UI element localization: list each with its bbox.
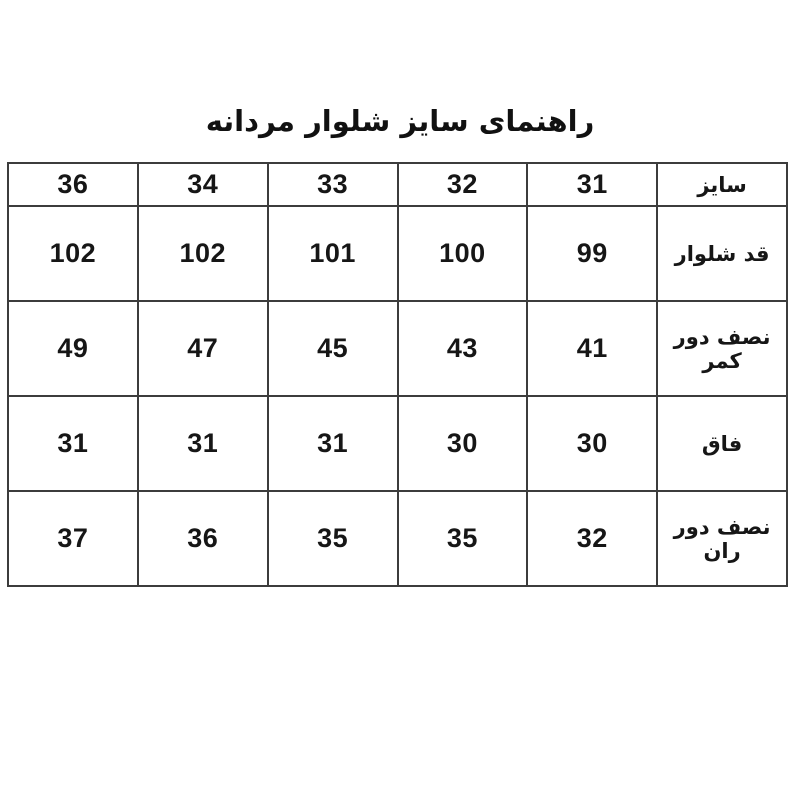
cell-pants-length-31: 99	[526, 205, 659, 302]
cell-half-waist-32: 43	[396, 300, 529, 397]
cell-pants-length-33: 101	[266, 205, 399, 302]
cell-half-waist-36: 49	[7, 300, 139, 397]
header-cell-size-33: 33	[266, 162, 399, 207]
cell-pants-length-36: 102	[7, 205, 139, 302]
header-cell-size-label: سایز	[656, 162, 788, 207]
table-header-row: سایز 31 32 33 34 36	[7, 162, 788, 207]
header-cell-size-32: 32	[396, 162, 529, 207]
cell-rise-31: 30	[526, 395, 659, 492]
page-title: راهنمای سایز شلوار مردانه	[205, 104, 595, 138]
row-label-half-thigh: نصف دور ران	[656, 490, 788, 587]
cell-half-waist-33: 45	[266, 300, 399, 397]
size-table: سایز 31 32 33 34 36 قد شلوار 99 100 101 …	[7, 162, 788, 587]
cell-half-thigh-33: 35	[266, 490, 399, 587]
table-row-rise: فاق 30 30 31 31 31	[7, 395, 788, 492]
row-label-half-waist: نصف دور کمر	[656, 300, 788, 397]
header-cell-size-36: 36	[7, 162, 139, 207]
cell-half-waist-31: 41	[526, 300, 659, 397]
cell-half-thigh-31: 32	[526, 490, 659, 587]
row-label-pants-length: قد شلوار	[656, 205, 788, 302]
table-row-half-waist: نصف دور کمر 41 43 45 47 49	[7, 300, 788, 397]
cell-half-waist-34: 47	[136, 300, 269, 397]
table-row-half-thigh: نصف دور ران 32 35 35 36 37	[7, 490, 788, 587]
cell-rise-36: 31	[7, 395, 139, 492]
cell-half-thigh-32: 35	[396, 490, 529, 587]
cell-rise-34: 31	[136, 395, 269, 492]
cell-pants-length-34: 102	[136, 205, 269, 302]
cell-rise-32: 30	[396, 395, 529, 492]
header-cell-size-34: 34	[136, 162, 269, 207]
header-cell-size-31: 31	[526, 162, 659, 207]
cell-half-thigh-34: 36	[136, 490, 269, 587]
cell-pants-length-32: 100	[396, 205, 529, 302]
cell-half-thigh-36: 37	[7, 490, 139, 587]
table-row-pants-length: قد شلوار 99 100 101 102 102	[7, 205, 788, 302]
row-label-rise: فاق	[656, 395, 788, 492]
cell-rise-33: 31	[266, 395, 399, 492]
